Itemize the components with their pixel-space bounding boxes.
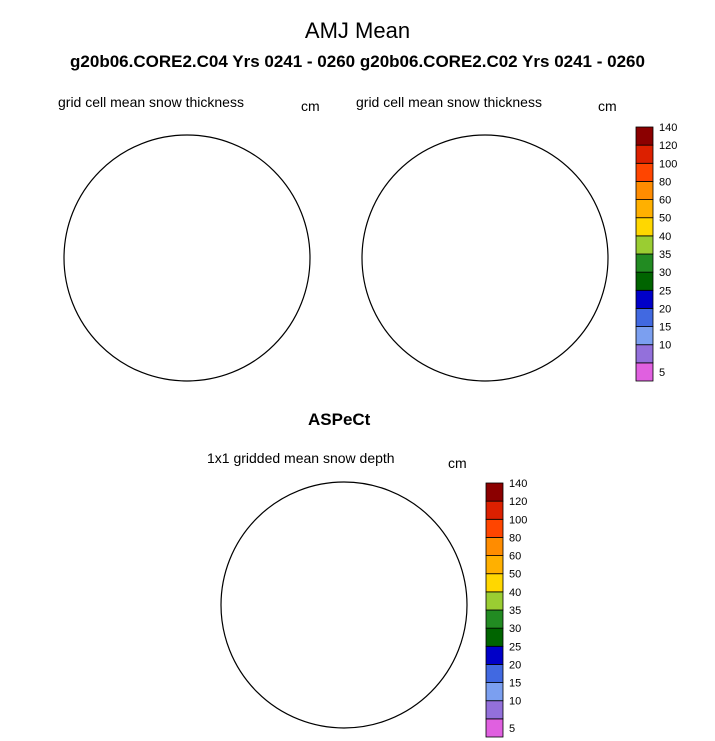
- colorbar-box: [485, 555, 504, 575]
- colorbar-box: [485, 591, 504, 611]
- colorbar-box: [635, 308, 654, 327]
- colorbar-tick-label: 20: [659, 303, 671, 315]
- colorbar-tick-label: 35: [659, 249, 671, 261]
- observations-title: ASPeCt: [308, 410, 371, 429]
- colorbar-tick-label: 20: [509, 659, 521, 671]
- colorbar-box: [485, 573, 504, 593]
- map-panel-2: [361, 134, 609, 382]
- colorbar-box: [635, 162, 654, 182]
- colorbar-box: [485, 537, 504, 556]
- colorbar-box: [635, 326, 654, 346]
- colorbar-tick-label: 50: [509, 569, 521, 581]
- colorbar-box: [635, 217, 654, 237]
- panel3-unit: cm: [448, 455, 467, 471]
- colorbar-tick-label: 30: [659, 267, 671, 279]
- colorbar-top: 5 10 15 20 25 30 35 40 50 60 80 100 120 140: [635, 122, 677, 382]
- colorbar-box: [635, 362, 654, 382]
- colorbar-tick-label: 80: [509, 532, 521, 544]
- colorbar-tick-label: 40: [659, 231, 671, 243]
- colorbar-tick-label: 10: [659, 340, 671, 352]
- panel1-unit: cm: [301, 98, 320, 114]
- colorbar-tick-label: 140: [659, 122, 677, 134]
- colorbar-box: [485, 645, 504, 665]
- colorbar-tick-label: 80: [659, 176, 671, 188]
- colorbar-tick-label: 25: [509, 641, 521, 653]
- colorbar-box: [635, 344, 654, 364]
- colorbar-tick-label: 120: [509, 496, 527, 508]
- colorbar-tick-label: 15: [659, 322, 671, 334]
- colorbar-tick-label: 10: [509, 696, 521, 708]
- colorbar-box: [635, 181, 654, 200]
- colorbar-box: [635, 271, 654, 291]
- panel1-label: grid cell mean snow thickness: [58, 94, 244, 110]
- colorbar-tick-label: 5: [659, 367, 665, 379]
- colorbar-box: [485, 682, 504, 702]
- colorbar-box: [635, 199, 654, 219]
- colorbar-box: [635, 235, 654, 255]
- map-panel-1: [63, 134, 311, 382]
- colorbar-tick-label: 30: [509, 623, 521, 635]
- colorbar-tick-label: 15: [509, 678, 521, 690]
- colorbar-tick-label: 25: [659, 285, 671, 297]
- colorbar-tick-label: 60: [509, 551, 521, 563]
- colorbar-tick-label: 100: [659, 158, 677, 170]
- panel2-label: grid cell mean snow thickness: [356, 94, 542, 110]
- panel2-unit: cm: [598, 98, 617, 114]
- colorbar-box: [485, 718, 504, 738]
- colorbar-tick-label: 100: [509, 514, 527, 526]
- colorbar-box: [485, 500, 504, 520]
- colorbar-tick-label: 60: [659, 195, 671, 207]
- map-panel-3: [220, 481, 468, 729]
- figure-title: AMJ Mean: [304, 18, 411, 43]
- colorbar-box: [485, 518, 504, 538]
- colorbar-tick-label: 5: [509, 723, 515, 735]
- colorbar-tick-label: 40: [509, 587, 521, 599]
- colorbar-box: [485, 664, 504, 683]
- colorbar-tick-label: 120: [659, 140, 677, 152]
- panel3-label: 1x1 gridded mean snow depth: [207, 450, 395, 466]
- colorbar-box: [635, 126, 654, 146]
- colorbar-box: [635, 144, 654, 164]
- colorbar-tick-label: 50: [659, 213, 671, 225]
- figure-subtitle: g20b06.CORE2.C04 Yrs 0241 - 0260 g20b06.…: [70, 52, 645, 71]
- colorbar-tick-label: 140: [509, 478, 527, 490]
- colorbar-box: [635, 289, 654, 309]
- colorbar-box: [485, 700, 504, 720]
- colorbar-box: [485, 482, 504, 502]
- colorbar-bottom: 5 10 15 20 25 30 35 40 50 60 80 100 120 140: [485, 478, 527, 738]
- colorbar-box: [485, 609, 504, 629]
- colorbar-box: [635, 253, 654, 273]
- colorbar-box: [485, 627, 504, 647]
- colorbar-tick-label: 35: [509, 605, 521, 617]
